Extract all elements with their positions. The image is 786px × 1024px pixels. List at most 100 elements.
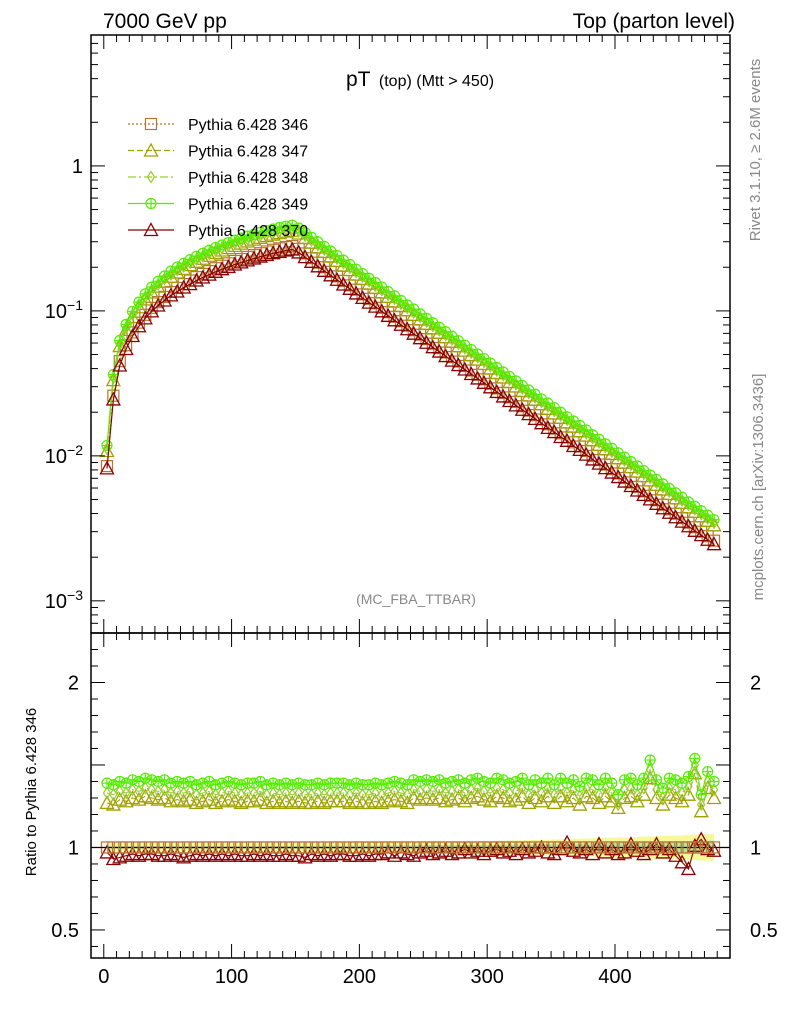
ratio-point-346 <box>554 841 567 854</box>
data-point-370 <box>182 276 198 291</box>
ratio-point-347 <box>661 786 677 801</box>
ratio-point-349 <box>171 775 183 788</box>
data-point-370 <box>642 491 658 506</box>
data-point-370 <box>476 374 492 389</box>
ratio-point-346 <box>267 841 280 854</box>
ratio-point-370 <box>623 836 639 851</box>
ratio-point-347 <box>457 793 473 808</box>
ratio-point-346 <box>382 841 395 854</box>
data-point-370 <box>316 262 332 277</box>
ratio-point-370 <box>591 836 607 851</box>
data-point-370 <box>201 266 217 281</box>
data-point-370 <box>418 334 435 349</box>
ratio-point-346 <box>548 841 561 854</box>
ratio-point-370 <box>131 847 147 862</box>
ratio-point-347 <box>246 793 262 808</box>
ratio-point-347 <box>259 795 275 810</box>
ratio-point-347 <box>303 795 320 810</box>
ratio-point-370 <box>393 844 409 859</box>
ratio-point-347 <box>533 793 550 808</box>
ratio-point-347 <box>374 795 390 810</box>
ratio-point-349 <box>459 777 471 789</box>
ratio-point-346 <box>254 841 267 854</box>
ratio-point-348 <box>550 788 559 802</box>
ratio-series-349 <box>101 752 720 801</box>
ratio-point-349 <box>184 775 196 788</box>
legend-label-346: Pythia 6.428 346 <box>188 117 308 134</box>
ratio-point-349 <box>491 772 503 784</box>
ratio-point-346 <box>215 841 229 854</box>
ratio-point-349 <box>682 770 695 783</box>
ratio-point-346 <box>560 841 574 854</box>
ratio-point-346 <box>196 841 209 854</box>
ratio-point-349 <box>503 777 516 789</box>
data-point-370 <box>661 504 677 519</box>
ratio-point-349 <box>312 777 324 789</box>
ratio-point-347 <box>412 791 428 806</box>
ratio-point-370 <box>540 844 556 859</box>
data-point-349 <box>261 224 273 237</box>
plot-title-sub: (top) (Mtt > 450) <box>379 73 494 90</box>
ratio-point-370 <box>514 841 530 856</box>
ratio-point-348 <box>575 789 585 803</box>
ratio-point-346 <box>592 841 606 854</box>
ratio-point-346 <box>311 841 324 854</box>
data-point-347 <box>706 517 722 532</box>
ratio-point-349 <box>254 775 266 788</box>
data-point-370 <box>342 280 358 295</box>
ratio-point-349 <box>190 779 203 791</box>
x-tick-label: 0 <box>98 966 109 988</box>
ratio-point-370 <box>182 847 198 862</box>
data-point-348 <box>109 371 118 385</box>
ratio-point-346 <box>426 841 439 854</box>
ratio-point-347 <box>208 795 224 810</box>
ratio-point-348 <box>709 783 719 797</box>
ratio-point-347 <box>316 795 332 810</box>
data-point-349 <box>139 288 151 300</box>
data-point-370 <box>265 245 281 260</box>
data-point-370 <box>668 509 684 524</box>
ratio-point-370 <box>661 841 677 856</box>
data-point-370 <box>706 536 722 551</box>
data-point-349 <box>210 241 222 254</box>
data-point-370 <box>680 518 697 533</box>
ratio-point-346 <box>407 841 420 854</box>
data-point-370 <box>470 370 486 385</box>
ratio-point-346 <box>522 841 535 854</box>
ratio-point-346 <box>509 841 523 854</box>
ratio-point-346 <box>516 841 529 854</box>
ratio-point-346 <box>350 841 363 854</box>
data-point-370 <box>700 531 716 546</box>
ratio-point-370 <box>271 847 288 862</box>
ratio-point-370 <box>700 841 716 856</box>
data-point-370 <box>399 321 415 336</box>
ratio-point-349 <box>101 777 113 789</box>
x-tick-label: 400 <box>598 966 631 988</box>
ratio-point-347 <box>265 793 281 808</box>
ratio-point-349 <box>497 774 509 786</box>
ratio-point-349 <box>574 780 586 793</box>
data-point-370 <box>687 522 703 537</box>
ratio-point-348 <box>562 786 572 800</box>
ratio-point-346 <box>503 841 516 854</box>
ratio-point-348 <box>658 791 668 805</box>
data-point-370 <box>508 397 524 412</box>
data-point-370 <box>271 244 288 259</box>
ratio-point-346 <box>445 841 459 854</box>
ratio-y-tick-label-right: 2 <box>750 672 761 694</box>
ratio-point-349 <box>478 775 490 788</box>
ratio-point-347 <box>348 793 364 808</box>
ratio-point-349 <box>663 772 675 784</box>
legend-item-349: Pythia 6.428 349 <box>128 197 308 214</box>
data-point-349 <box>267 223 279 235</box>
ratio-point-347 <box>131 791 147 806</box>
mcplots-label: mcplots.cern.ch [arXiv:1306.3436] <box>750 374 767 601</box>
legend-marker-370 <box>143 222 159 237</box>
ratio-point-349 <box>676 777 688 789</box>
ratio-point-349 <box>446 775 458 788</box>
ratio-point-347 <box>406 790 422 805</box>
data-point-370 <box>495 388 511 403</box>
ratio-series-group <box>99 752 722 876</box>
ratio-point-347 <box>386 791 403 806</box>
